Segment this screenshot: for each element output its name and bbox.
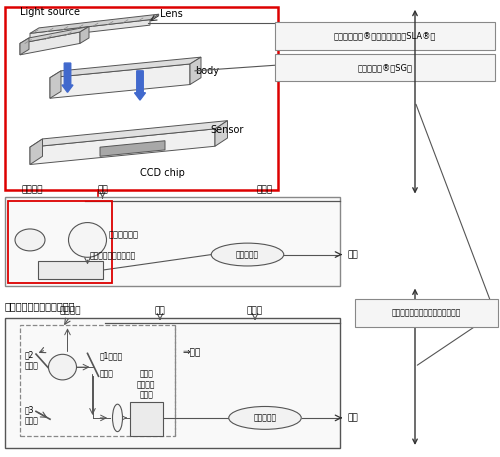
Text: CCD chip: CCD chip xyxy=(140,168,185,178)
FancyBboxPatch shape xyxy=(5,197,340,286)
Circle shape xyxy=(68,223,106,257)
Ellipse shape xyxy=(15,229,45,251)
FancyBboxPatch shape xyxy=(38,261,102,279)
Circle shape xyxy=(48,354,76,380)
FancyBboxPatch shape xyxy=(275,54,495,81)
FancyBboxPatch shape xyxy=(5,7,278,190)
Text: Lens: Lens xyxy=(160,9,183,19)
Text: 照明光源: 照明光源 xyxy=(22,185,44,194)
Text: セルガイド®（SG）: セルガイド®（SG） xyxy=(358,63,412,72)
Text: 信号処理部: 信号処理部 xyxy=(236,250,259,259)
Text: 原稿台: 原稿台 xyxy=(257,185,273,194)
Text: Sensor: Sensor xyxy=(210,125,244,135)
Polygon shape xyxy=(30,121,228,147)
Text: 第1ミラー: 第1ミラー xyxy=(100,351,123,360)
FancyBboxPatch shape xyxy=(355,299,498,327)
Text: 原稿: 原稿 xyxy=(97,185,108,194)
Text: セルフォック®レンズアレイ（SLA®）: セルフォック®レンズアレイ（SLA®） xyxy=(334,32,436,41)
Polygon shape xyxy=(50,64,190,98)
Text: 出力: 出力 xyxy=(348,414,358,422)
Text: ＜レンズ縮小方式の構造＞: ＜レンズ縮小方式の構造＞ xyxy=(5,301,76,311)
Text: ⇒移動: ⇒移動 xyxy=(182,348,201,357)
Text: 原稿: 原稿 xyxy=(154,306,166,315)
Polygon shape xyxy=(190,57,201,85)
Text: リニア
イメージ
センサ: リニア イメージ センサ xyxy=(137,370,156,399)
Polygon shape xyxy=(30,139,42,165)
Text: レンズ: レンズ xyxy=(100,369,114,378)
Polygon shape xyxy=(215,121,228,146)
Text: 出力: 出力 xyxy=(348,250,358,259)
Text: リニアイメージセンサ: リニアイメージセンサ xyxy=(90,251,136,260)
Polygon shape xyxy=(30,129,215,165)
Text: 原稿台: 原稿台 xyxy=(247,306,263,315)
Polygon shape xyxy=(30,20,150,39)
Text: ロッドレンズ: ロッドレンズ xyxy=(108,230,138,239)
Ellipse shape xyxy=(211,243,284,266)
Polygon shape xyxy=(50,57,201,78)
Polygon shape xyxy=(20,38,29,55)
Text: 信号処理部: 信号処理部 xyxy=(254,414,276,422)
Polygon shape xyxy=(100,141,165,156)
Polygon shape xyxy=(80,27,89,43)
FancyBboxPatch shape xyxy=(130,402,162,436)
FancyBboxPatch shape xyxy=(5,318,340,448)
Text: 第2
ミラー: 第2 ミラー xyxy=(25,350,39,370)
FancyArrow shape xyxy=(62,63,73,92)
Polygon shape xyxy=(50,71,61,98)
FancyBboxPatch shape xyxy=(275,22,495,50)
Polygon shape xyxy=(20,27,89,43)
Text: 照明光源: 照明光源 xyxy=(60,306,81,315)
Text: body: body xyxy=(195,66,219,76)
Ellipse shape xyxy=(229,406,301,429)
Polygon shape xyxy=(30,14,159,33)
Text: 機器のコンパクト化が可能になる: 機器のコンパクト化が可能になる xyxy=(392,308,461,318)
Text: 第3
ミラー: 第3 ミラー xyxy=(25,405,39,425)
FancyArrow shape xyxy=(134,71,145,100)
Polygon shape xyxy=(20,32,80,55)
Ellipse shape xyxy=(112,404,122,431)
Text: Light source: Light source xyxy=(20,7,80,17)
